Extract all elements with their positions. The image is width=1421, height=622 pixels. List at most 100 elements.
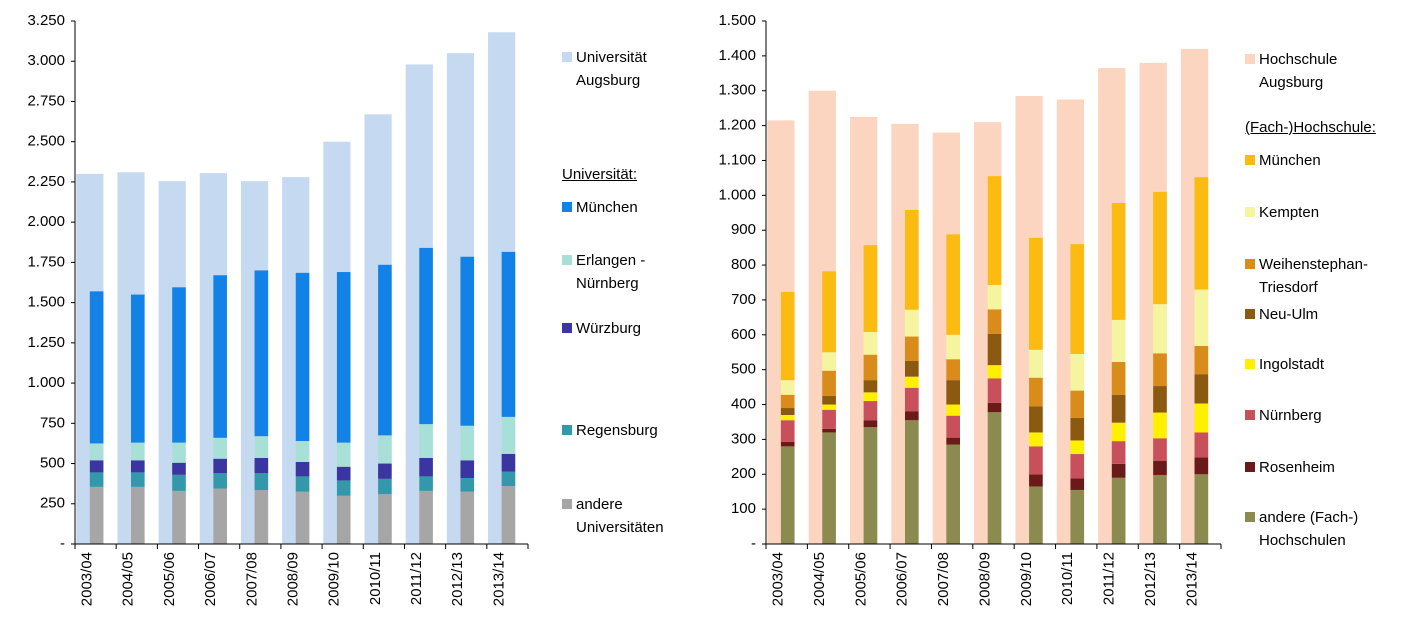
- stack-bar: [419, 457, 433, 477]
- stack-bar: [89, 460, 104, 473]
- legend-label: Würzburg: [576, 320, 642, 337]
- stack-bar: [1029, 474, 1043, 487]
- stack-bar: [1153, 438, 1167, 462]
- stack-bar: [131, 442, 145, 461]
- y-tick-label: 2.250: [27, 173, 65, 190]
- y-tick-label: 3.000: [27, 52, 65, 69]
- stack-bar: [89, 472, 104, 487]
- legend-swatch: [1245, 207, 1255, 217]
- legend-swatch: [562, 425, 572, 435]
- stack-bar: [460, 425, 475, 461]
- stack-bar: [295, 461, 310, 477]
- stack-bar: [780, 420, 795, 442]
- stack-bar: [295, 272, 310, 442]
- legend-item: Regensburg: [562, 419, 712, 442]
- legend-swatch: [1245, 410, 1255, 420]
- legend-swatch: [1245, 359, 1255, 369]
- legend-label: andere Universitäten: [576, 496, 664, 536]
- stack-bar: [1111, 394, 1126, 423]
- x-tick-label: 2009/10: [326, 552, 343, 606]
- stack-bar: [780, 380, 795, 395]
- stack-bar: [1029, 486, 1043, 544]
- stack-bar: [904, 420, 919, 544]
- stack-bar: [904, 387, 919, 412]
- y-tick-label: 600: [731, 326, 756, 343]
- stack-bar: [501, 471, 516, 487]
- stack-bar: [1194, 177, 1209, 290]
- stack-bar: [1153, 474, 1167, 544]
- stack-bar: [822, 432, 836, 544]
- legend-item: Rosenheim: [1245, 456, 1395, 479]
- y-tick-label: 700: [731, 291, 756, 308]
- x-tick-label: 2012/13: [1142, 552, 1159, 606]
- y-tick-label: 1.300: [718, 82, 756, 99]
- stack-bar: [1153, 304, 1167, 354]
- legend-label: Kempten: [1259, 204, 1320, 221]
- stack-bar: [946, 234, 960, 335]
- stack-bar: [1111, 203, 1126, 320]
- x-tick-label: 2013/14: [490, 552, 507, 606]
- stack-bar: [1029, 349, 1043, 378]
- stack-bar: [1194, 374, 1209, 404]
- stack-bar: [1194, 457, 1209, 475]
- y-tick-label: 3.250: [27, 12, 65, 29]
- y-tick-label: 1.400: [718, 47, 756, 64]
- legend-item: Würzburg: [562, 317, 712, 340]
- stack-bar: [863, 420, 878, 428]
- stack-bar: [501, 251, 516, 417]
- stack-bar: [336, 495, 351, 544]
- stack-bar: [1194, 432, 1209, 458]
- legend-swatch: [1245, 259, 1255, 269]
- x-tick-label: 2011/12: [1101, 552, 1118, 605]
- stack-bar: [378, 264, 392, 436]
- stack-bar: [1070, 390, 1085, 418]
- legend-item: München: [562, 196, 712, 219]
- stack-bar: [254, 473, 269, 491]
- stack-bar: [863, 332, 878, 355]
- legend-label: Neu-Ulm: [1259, 306, 1319, 323]
- stack-bar: [987, 402, 1002, 413]
- stack-bar: [780, 414, 795, 421]
- stack-bar: [1070, 417, 1085, 441]
- legend-swatch: [562, 202, 572, 212]
- stack-bar: [780, 394, 795, 409]
- legend-label: Weihenstephan-Triesdorf: [1259, 256, 1368, 296]
- legend-item: Kempten: [1245, 201, 1395, 224]
- stack-bar: [1070, 440, 1085, 455]
- stack-bar: [1111, 422, 1126, 442]
- legend-swatch: [1245, 462, 1255, 472]
- stack-bar: [780, 446, 795, 544]
- x-tick-label: 2007/08: [243, 552, 260, 606]
- stack-bar: [904, 360, 919, 377]
- stack-bar: [780, 408, 795, 415]
- stack-bar: [987, 378, 1002, 403]
- stack-bar: [419, 424, 433, 458]
- stack-bar: [1111, 477, 1126, 544]
- legend-swatch: [562, 323, 572, 333]
- stack-bar: [1070, 489, 1085, 544]
- stack-bar: [1111, 319, 1126, 362]
- stack-bar: [131, 460, 145, 473]
- stack-bar: [946, 359, 960, 381]
- stack-bar: [1070, 244, 1085, 354]
- stack-bar: [254, 270, 269, 437]
- legend-item: Neu-Ulm: [1245, 303, 1395, 326]
- y-tick-label: 900: [731, 221, 756, 238]
- legend-swatch: [562, 499, 572, 509]
- y-tick-label: 1.500: [27, 294, 65, 311]
- stack-bar: [822, 271, 836, 353]
- y-tick-label: -: [60, 535, 65, 552]
- stack-bar: [946, 415, 960, 438]
- legend-label: Nürnberg: [1259, 407, 1322, 424]
- stack-bar: [863, 380, 878, 393]
- stack-bar: [1029, 406, 1043, 433]
- x-tick-label: 2005/06: [852, 552, 869, 606]
- stack-bar: [987, 284, 1002, 310]
- stack-bar: [987, 333, 1002, 366]
- stack-bar: [904, 411, 919, 421]
- legend-label: Hochschule Augsburg: [1259, 51, 1338, 91]
- x-tick-label: 2008/09: [284, 552, 301, 606]
- x-tick-label: 2007/08: [935, 552, 952, 606]
- legend-swatch: [1245, 309, 1255, 319]
- legend-item: andere (Fach-) Hochschulen: [1245, 506, 1395, 552]
